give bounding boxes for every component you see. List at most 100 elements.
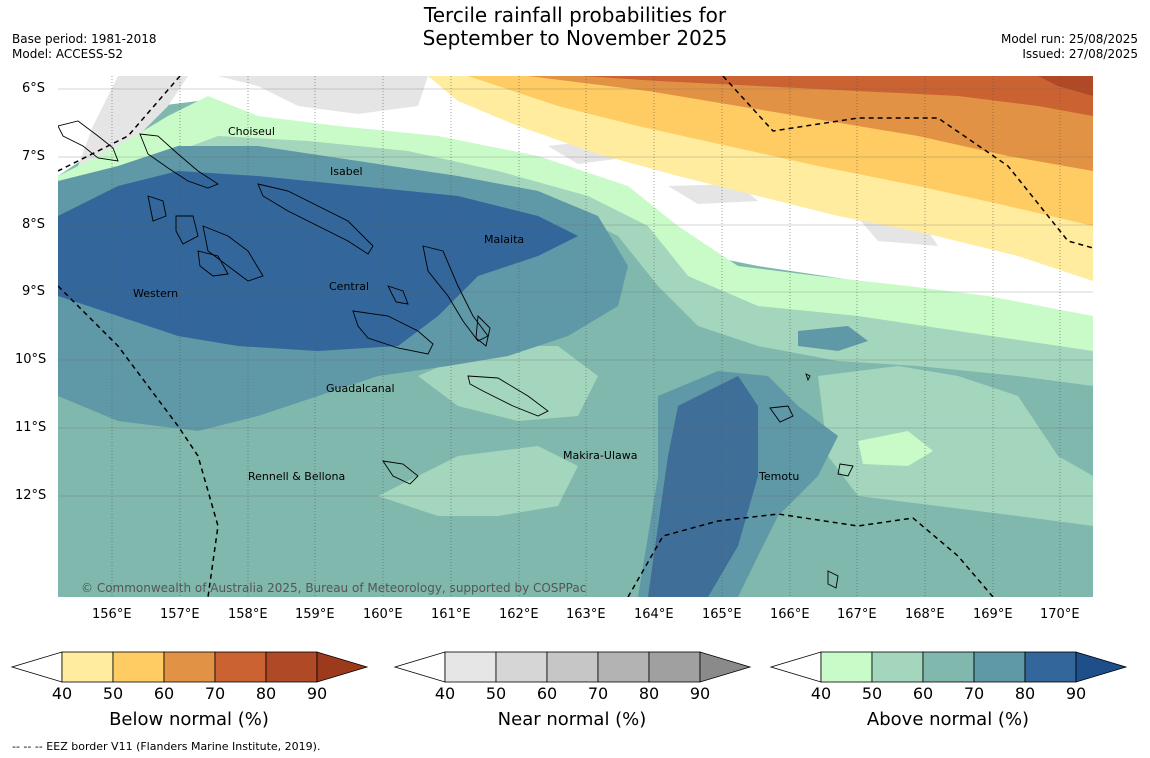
- label-temotu: Temotu: [758, 470, 799, 483]
- below-normal-60-70: [528, 76, 1093, 171]
- lon-label: 169°E: [973, 607, 1013, 622]
- model-run: Model run: 25/08/2025: [1000, 32, 1138, 46]
- meta-right: Model run: 25/08/2025 Issued: 27/08/2025: [1001, 32, 1138, 62]
- map-title: Tercile rainfall probabilities for Septe…: [0, 4, 1150, 50]
- eez-footnote: -- -- -- EEZ border V11 (Flanders Marine…: [12, 740, 321, 753]
- tick: 40: [810, 684, 832, 703]
- colorbar-segment: [444, 651, 497, 683]
- tick: 60: [912, 684, 934, 703]
- lon-label: 160°E: [363, 607, 403, 622]
- colorbar-segments: [769, 651, 1128, 683]
- above-normal-80-90: [648, 376, 758, 597]
- label-central: Central: [329, 280, 369, 293]
- colorbar-segment: [597, 651, 650, 683]
- near-normal-patch: [78, 76, 188, 176]
- graticule: [58, 88, 1093, 497]
- label-rennell-bellona: Rennell & Bellona: [248, 470, 345, 483]
- lon-label: 170°E: [1040, 607, 1080, 622]
- near-normal-patch: [218, 76, 428, 114]
- colorbar-segment: [1024, 651, 1077, 683]
- colorbar-segment: [820, 651, 873, 683]
- lon-label: 163°E: [566, 607, 606, 622]
- colorbar-label-above: Above normal (%): [866, 709, 1030, 730]
- colorbar-max-arrow: [699, 651, 752, 683]
- colorbar-segment: [163, 651, 216, 683]
- above-normal-50-60-east: [818, 366, 1093, 526]
- lat-label: 7°S: [22, 149, 46, 164]
- islands: [58, 120, 854, 589]
- colorbar-segment: [648, 651, 701, 683]
- colorbar-segment: [871, 651, 924, 683]
- tick: 40: [434, 684, 456, 703]
- label-malaita: Malaita: [484, 233, 524, 246]
- tick: 80: [638, 684, 660, 703]
- above-normal-50-60-south: [378, 446, 578, 516]
- colorbar-above-normal: [769, 651, 1128, 683]
- colorbar-segments: [10, 651, 369, 683]
- tick: 70: [587, 684, 609, 703]
- colorbar-segments: [393, 651, 752, 683]
- tick: 90: [306, 684, 328, 703]
- colorbar-below-normal: [10, 651, 369, 683]
- tick: 50: [102, 684, 124, 703]
- lat-label: 6°S: [22, 81, 46, 96]
- lon-label: 161°E: [431, 607, 471, 622]
- label-isabel: Isabel: [330, 165, 363, 178]
- lon-label: 157°E: [160, 607, 200, 622]
- colorbar-max-arrow: [316, 651, 369, 683]
- tick: 70: [204, 684, 226, 703]
- label-choiseul: Choiseul: [228, 125, 275, 138]
- tick: 60: [536, 684, 558, 703]
- tick: 40: [51, 684, 73, 703]
- lat-label: 12°S: [15, 488, 47, 503]
- label-makira-ulawa: Makira-Ulawa: [563, 449, 637, 462]
- above-normal-40-50-east: [858, 431, 933, 466]
- tick: 90: [689, 684, 711, 703]
- tick: 60: [153, 684, 175, 703]
- colorbar-segment: [61, 651, 114, 683]
- lon-label: 166°E: [770, 607, 810, 622]
- colorbar-segment: [265, 651, 318, 683]
- lon-label: 165°E: [702, 607, 742, 622]
- map-title-line2: September to November 2025: [422, 26, 728, 50]
- tick: 50: [861, 684, 883, 703]
- colorbar-min-arrow: [769, 651, 822, 683]
- colorbar-min-arrow: [10, 651, 63, 683]
- copyright-note: © Commonwealth of Australia 2025, Bureau…: [81, 581, 586, 595]
- lon-label: 156°E: [92, 607, 132, 622]
- colorbar-near-normal: [393, 651, 752, 683]
- above-normal-70-80: [798, 326, 868, 351]
- lon-label: 164°E: [634, 607, 674, 622]
- map-title-line1: Tercile rainfall probabilities for: [423, 3, 727, 27]
- colorbar-segment: [214, 651, 267, 683]
- lat-label: 8°S: [22, 217, 46, 232]
- lat-label: 9°S: [22, 284, 46, 299]
- colorbar-segment: [922, 651, 975, 683]
- meta-left: Base period: 1981-2018 Model: ACCESS-S2: [12, 32, 157, 62]
- colorbar-label-near: Near normal (%): [497, 709, 647, 730]
- tick: 90: [1065, 684, 1087, 703]
- lat-label: 11°S: [15, 420, 47, 435]
- colorbar-segment: [112, 651, 165, 683]
- lon-label: 158°E: [228, 607, 268, 622]
- tick: 50: [485, 684, 507, 703]
- province-labels: Choiseul Isabel Malaita Western Central …: [133, 125, 799, 483]
- colorbar-label-below: Below normal (%): [109, 709, 269, 730]
- lat-label: 10°S: [15, 352, 47, 367]
- label-western: Western: [133, 287, 178, 300]
- label-guadalcanal: Guadalcanal: [326, 382, 395, 395]
- lon-label: 159°E: [295, 607, 335, 622]
- colorbar-segment: [546, 651, 599, 683]
- below-normal-80-90: [1038, 76, 1093, 96]
- base-period: Base period: 1981-2018: [12, 32, 157, 46]
- issued-date: Issued: 27/08/2025: [1022, 47, 1138, 61]
- rainfall-map: Choiseul Isabel Malaita Western Central …: [58, 76, 1093, 597]
- colorbar-min-arrow: [393, 651, 446, 683]
- colorbar-max-arrow: [1075, 651, 1128, 683]
- tick: 80: [1014, 684, 1036, 703]
- tick: 80: [255, 684, 277, 703]
- eez-border: [58, 76, 1093, 597]
- tick: 70: [963, 684, 985, 703]
- lon-label: 168°E: [905, 607, 945, 622]
- lon-label: 167°E: [837, 607, 877, 622]
